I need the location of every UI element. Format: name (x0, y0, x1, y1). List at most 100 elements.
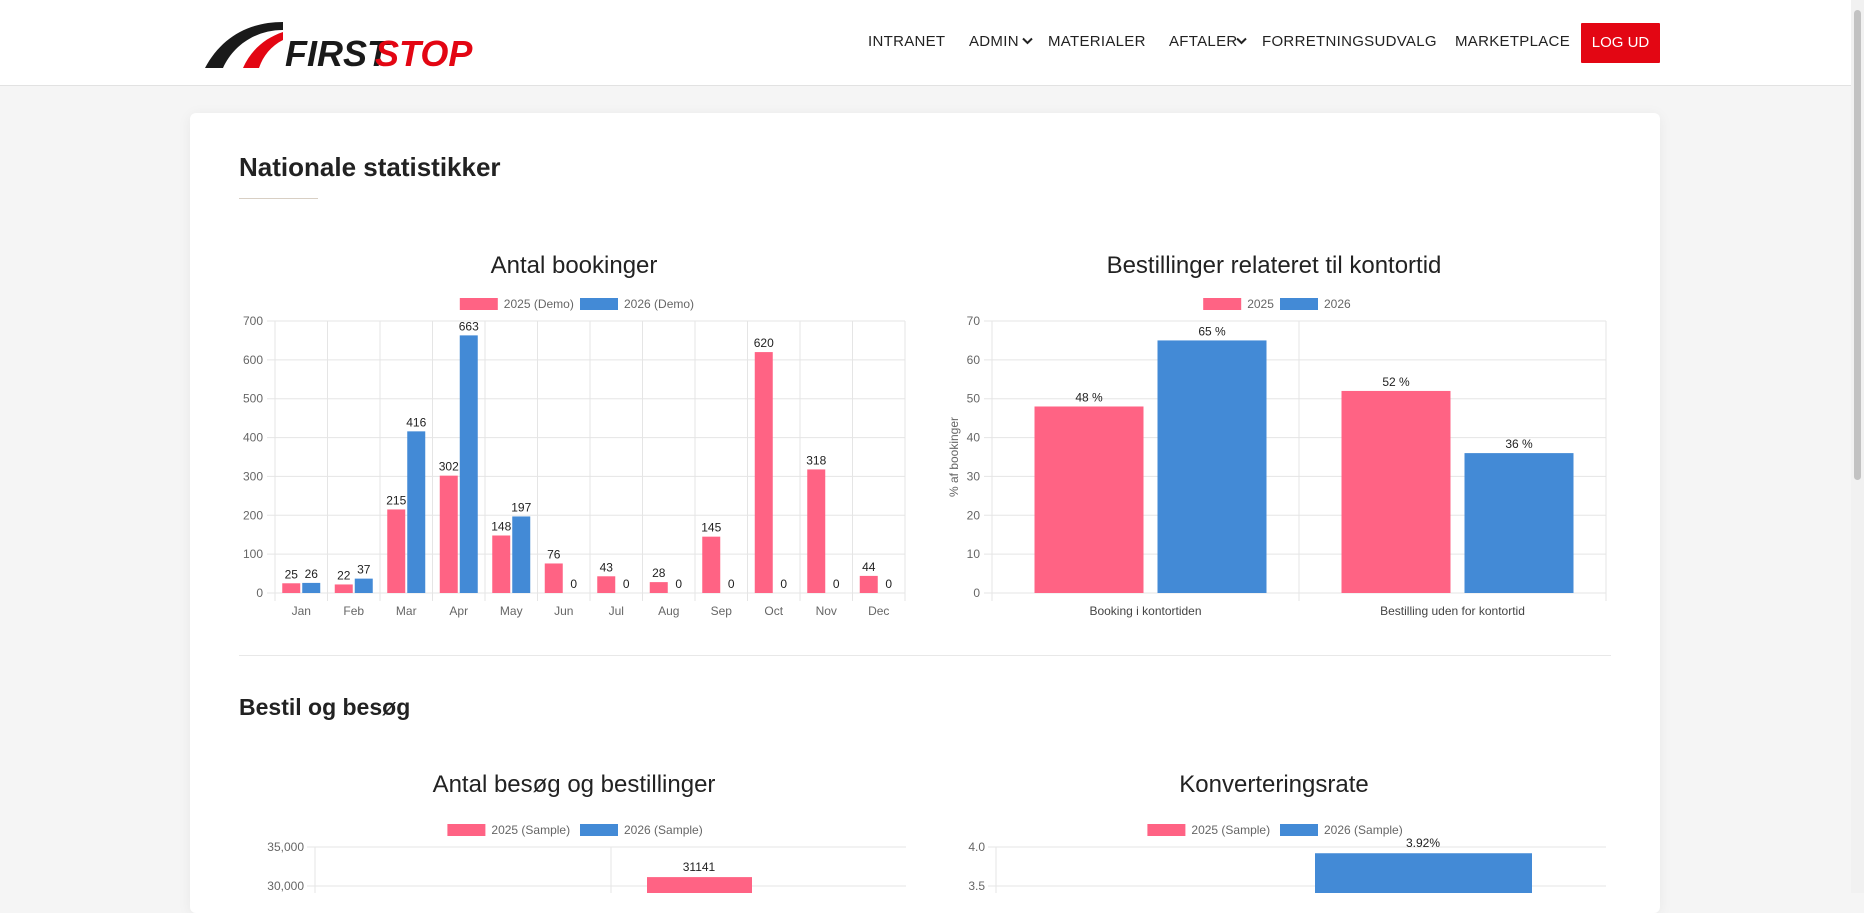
bar (459, 335, 478, 593)
data-label: 43 (600, 560, 614, 574)
chart-title: Antal bookinger (491, 252, 658, 279)
legend-swatch (1280, 824, 1318, 836)
bar (407, 431, 426, 593)
legend-swatch (447, 824, 486, 836)
data-label: 76 (547, 547, 561, 561)
legend-swatch (1147, 824, 1186, 836)
section-title-bestil-og-besog: Bestil og besøg (239, 694, 411, 720)
x-tick-label: Nov (816, 604, 837, 618)
x-tick-label: Dec (868, 604, 889, 618)
nav-aftaler[interactable]: AFTALER (1169, 33, 1238, 50)
y-tick-label: 3.5 (968, 879, 985, 893)
data-label: 0 (623, 577, 630, 591)
top-navigation-bar: FIRST STOP INTRANET ADMIN MATERIALER AFT… (0, 0, 1864, 86)
bar (1464, 453, 1574, 593)
legend-label: 2025 (Sample) (1191, 823, 1270, 837)
data-label: 318 (806, 453, 826, 467)
logout-button[interactable]: LOG UD (1581, 23, 1660, 63)
nav-forretningsudvalg[interactable]: FORRETNINGSUDVALG (1262, 33, 1437, 50)
chart-title: Antal besøg og bestillinger (433, 771, 716, 798)
data-label: 52 % (1382, 375, 1410, 389)
y-tick-label: 300 (243, 469, 263, 483)
scrollbar-thumb[interactable] (1854, 10, 1861, 480)
x-tick-label: Booking i kontortiden (1089, 604, 1201, 618)
bar (597, 576, 616, 593)
legend-label: 2026 (Sample) (624, 823, 703, 837)
data-label: 22 (337, 568, 351, 582)
data-label: 148 (491, 519, 511, 533)
x-tick-label: Jan (292, 604, 311, 618)
legend-swatch (459, 298, 498, 310)
x-tick-label: Mar (396, 604, 417, 618)
x-tick-label: Feb (343, 604, 364, 618)
y-tick-label: 200 (243, 508, 263, 522)
bar (754, 352, 773, 593)
chart-title: Bestillinger relateret til kontortid (1107, 252, 1442, 279)
page-title: Nationale statistikker (239, 152, 501, 182)
data-label: 0 (675, 577, 682, 591)
aftaler-chevron-down-icon[interactable] (1236, 37, 1247, 45)
y-tick-label: 600 (243, 353, 263, 367)
bar (859, 575, 878, 593)
chart-besog-bestillinger: Antal besøg og bestillinger 2025 (Sample)… (267, 771, 906, 893)
bar (649, 582, 668, 593)
svg-text:FIRST: FIRST (285, 33, 392, 70)
y-tick-label: 30 (967, 469, 981, 483)
legend-swatch (580, 298, 618, 310)
legend-label: 2026 (1324, 297, 1351, 311)
data-label: 197 (511, 500, 531, 514)
y-tick-label: 400 (243, 431, 263, 445)
legend-swatch (1203, 298, 1242, 310)
nav-admin[interactable]: ADMIN (969, 33, 1019, 50)
data-label: 28 (652, 566, 666, 580)
bar (702, 536, 721, 593)
data-label: 145 (701, 521, 721, 535)
y-tick-label: 70 (967, 314, 981, 328)
data-label: 26 (305, 567, 319, 581)
bar (387, 509, 406, 593)
data-label: 302 (439, 460, 459, 474)
title-underline (239, 198, 318, 199)
y-tick-label: 10 (967, 547, 981, 561)
bar (807, 469, 826, 593)
firststop-logo[interactable]: FIRST STOP (203, 18, 493, 70)
bar (1315, 853, 1532, 893)
legend-label: 2025 (Sample) (491, 823, 570, 837)
data-label: 37 (357, 563, 371, 577)
x-tick-label: Sep (711, 604, 733, 618)
y-tick-label: 500 (243, 392, 263, 406)
x-tick-label: Jun (554, 604, 573, 618)
legend-label: 2026 (Sample) (1324, 823, 1403, 837)
bar (334, 584, 353, 593)
y-tick-label: 0 (973, 586, 980, 600)
y-tick-label: 40 (967, 431, 981, 445)
y-tick-label: 30,000 (267, 879, 304, 893)
data-label: 48 % (1075, 390, 1103, 404)
bar (492, 535, 511, 593)
nav-intranet[interactable]: INTRANET (868, 33, 946, 50)
data-label: 663 (459, 319, 479, 333)
y-tick-label: 100 (243, 547, 263, 561)
nav-materialer[interactable]: MATERIALER (1048, 33, 1146, 50)
x-tick-label: Aug (658, 604, 679, 618)
bar (354, 578, 373, 593)
y-tick-label: 4.0 (968, 840, 985, 854)
data-label: 65 % (1198, 324, 1226, 338)
data-label: 0 (780, 577, 787, 591)
section-divider (239, 655, 1611, 656)
y-tick-label: 700 (243, 314, 263, 328)
legend-swatch (580, 824, 618, 836)
data-label: 44 (862, 560, 876, 574)
admin-chevron-down-icon[interactable] (1022, 37, 1033, 45)
y-axis-label: % af bookinger (947, 417, 961, 497)
bar (1157, 340, 1267, 593)
bar (282, 583, 301, 593)
page-scrollbar[interactable] (1851, 0, 1864, 893)
legend-label: 2025 (1247, 297, 1274, 311)
data-label: 0 (885, 577, 892, 591)
y-tick-label: 60 (967, 353, 981, 367)
data-label: 36 % (1505, 437, 1533, 451)
bar (544, 563, 563, 593)
nav-marketplace[interactable]: MARKETPLACE (1455, 33, 1570, 50)
data-label: 215 (386, 493, 406, 507)
